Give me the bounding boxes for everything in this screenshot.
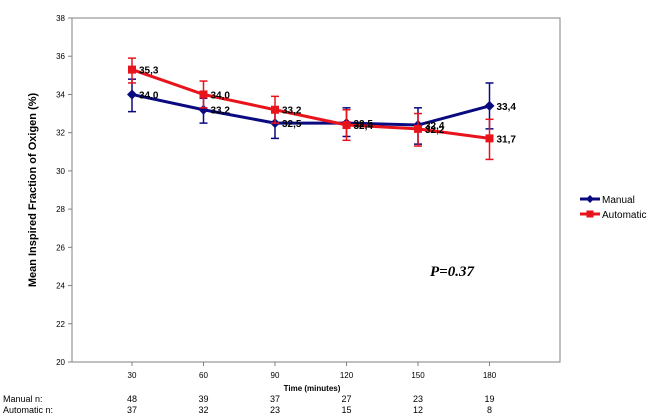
data-label: 31,7: [497, 134, 517, 145]
data-label: 33,4: [497, 102, 517, 113]
data-point: [485, 134, 494, 143]
data-label: 34,0: [139, 90, 159, 101]
data-point: [342, 121, 351, 130]
series-automatic: [128, 57, 494, 161]
y-tick-label: 34: [56, 90, 65, 99]
n-value: 12: [413, 405, 423, 415]
data-label: 33,2: [211, 106, 231, 117]
plot-frame: [71, 17, 561, 363]
y-tick-label: 32: [56, 129, 65, 138]
data-label: 35,3: [139, 66, 159, 77]
chart-series: [127, 57, 495, 161]
n-value: 8: [487, 405, 492, 415]
data-labels: 34,033,232,5 32,5 32,433,435,334,033,232,4…: [139, 66, 516, 146]
x-axis-ticks: 30 60 90 120 150 180: [128, 362, 497, 380]
series-line: [131, 68, 490, 140]
legend-marker: [586, 195, 594, 203]
data-label: 33,2: [282, 106, 302, 117]
n-row: Automatic n: 37 32 23 15 12 8: [3, 405, 492, 415]
x-tick-label: 120: [340, 371, 354, 380]
y-tick-label: 24: [56, 282, 65, 291]
n-value: 37: [127, 405, 137, 415]
n-value: 37: [270, 394, 280, 404]
series-line: [131, 92, 490, 127]
n-row-label: Manual n:: [3, 394, 43, 404]
data-point: [484, 100, 495, 111]
y-tick-label: 22: [56, 320, 65, 329]
n-value: 27: [341, 394, 351, 404]
data-point: [127, 89, 137, 100]
n-value: 23: [413, 394, 423, 404]
n-row: Manual n: 48 39 37 27 23 19: [3, 394, 495, 404]
y-tick-label: 28: [56, 205, 65, 214]
y-tick-label: 38: [56, 14, 65, 23]
n-value: 32: [198, 405, 208, 415]
x-axis-label: Time (minutes): [284, 384, 341, 393]
n-value: 19: [484, 394, 494, 404]
data-label: 32,5: [354, 119, 374, 130]
x-tick-label: 180: [483, 371, 497, 380]
data-point: [199, 90, 208, 99]
n-value: 15: [341, 405, 351, 415]
legend-item-automatic: Automatic: [580, 210, 646, 221]
data-label: 32,2: [425, 125, 445, 136]
x-tick-label: 30: [128, 371, 137, 380]
legend-label: Manual: [602, 195, 635, 206]
data-label: 32,5: [282, 119, 302, 130]
y-tick-label: 30: [56, 167, 65, 176]
x-tick-label: 60: [199, 371, 208, 380]
n-value: 23: [270, 405, 280, 415]
data-point: [128, 65, 136, 74]
x-tick-label: 150: [411, 371, 425, 380]
n-value: 48: [127, 394, 137, 404]
data-point: [271, 105, 279, 114]
data-point: [414, 124, 422, 133]
legend-marker: [586, 210, 594, 218]
legend-label: Automatic: [602, 210, 646, 221]
y-axis-label: Mean Inspired Fraction of Oxigen (%): [27, 92, 39, 287]
x-tick-label: 90: [271, 371, 280, 380]
chart-axes: [71, 17, 561, 363]
data-label: 32,4: [425, 121, 445, 132]
y-axis-ticks: 20 22 24 26 28 30 32 34 36 38: [56, 14, 72, 367]
data-label: 34,0: [211, 90, 231, 101]
n-value: 39: [198, 394, 208, 404]
data-label: 32,4: [354, 121, 374, 132]
legend: Manual Automatic: [580, 195, 646, 221]
legend-item-manual: Manual: [580, 195, 635, 206]
y-tick-label: 36: [56, 52, 65, 61]
n-row-label: Automatic n:: [3, 405, 53, 415]
y-tick-label: 20: [56, 358, 65, 367]
y-tick-label: 26: [56, 243, 65, 252]
p-value-annotation: P=0.37: [430, 264, 474, 280]
